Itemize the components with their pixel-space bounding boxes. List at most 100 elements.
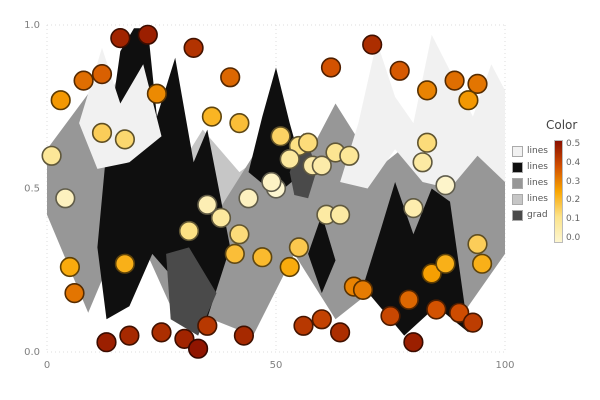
scatter-point — [398, 289, 419, 310]
legend-swatch — [512, 146, 523, 157]
scatter-point — [330, 322, 351, 343]
scatter-point — [137, 24, 158, 45]
scatter-point — [288, 237, 310, 258]
scatter-point — [183, 37, 204, 59]
legend-item: lines — [512, 194, 548, 205]
scatter-point — [339, 145, 360, 166]
scatter-point — [50, 90, 71, 111]
x-tick-label: 100 — [495, 360, 514, 371]
scatter-point — [197, 315, 218, 336]
scatter-point — [389, 60, 410, 81]
legend-body: lines lines lines lines grad 0.5 0.4 0.3 0.2 0.1… — [512, 140, 598, 243]
scatter-point — [210, 207, 232, 228]
scatter-point — [417, 80, 438, 101]
area-polygon-lines — [308, 214, 336, 294]
legend-swatch — [512, 162, 523, 173]
legend-items: lines lines lines lines grad — [512, 146, 548, 221]
scatter-point — [41, 145, 62, 166]
scatter-point — [270, 126, 291, 147]
legend-item: lines — [512, 178, 548, 189]
scatter-point — [403, 332, 424, 353]
scatter-point — [119, 325, 140, 346]
scatter-point — [293, 315, 314, 336]
scatter-point — [458, 90, 479, 111]
area-polygon-lines — [363, 182, 469, 336]
colorbar-tick-label: 0.5 — [565, 139, 581, 149]
legend-item: lines — [512, 162, 548, 173]
scatter-point — [252, 247, 273, 268]
scatter-point — [421, 263, 442, 284]
scatter-point — [188, 338, 209, 359]
scatter-point — [472, 253, 493, 274]
y-tick-label: 0.0 — [24, 347, 40, 358]
scatter-point — [110, 27, 131, 49]
legend-item-label: lines — [527, 146, 548, 156]
scatter-point — [467, 73, 488, 94]
scatter-point — [114, 129, 135, 150]
scatter-point — [279, 149, 300, 170]
scatter-point — [362, 34, 383, 55]
colorbar-tick-label: 0.4 — [565, 157, 581, 168]
legend-item-label: lines — [527, 178, 548, 188]
scatter-point — [435, 175, 456, 196]
scatter-point — [298, 132, 319, 153]
scatter-point — [146, 83, 167, 104]
axis-tick-labels: 0.0 0.5 1.0 0 50 100 — [24, 20, 514, 371]
scatter-point — [178, 220, 200, 242]
scatter-point — [417, 132, 438, 153]
legend: Color lines lines lines lines grad 0.5 0.4 0.3… — [512, 118, 598, 243]
colorbar-gradient — [553, 140, 563, 243]
scatter-point — [197, 194, 218, 215]
scatter-point — [444, 70, 465, 91]
scatter-point — [352, 279, 374, 301]
scatter-point — [320, 57, 342, 78]
scatter-point — [96, 332, 117, 353]
scatter-point — [426, 299, 447, 320]
scatter-point — [462, 312, 484, 333]
scatter-point — [412, 152, 433, 173]
legend-swatch — [512, 178, 523, 189]
scatter-point — [233, 325, 254, 346]
legend-item-label: grad — [527, 210, 548, 220]
scatter-point — [91, 122, 113, 143]
colorbar-tick-label: 0.2 — [565, 195, 581, 206]
scatter-point — [224, 243, 245, 264]
scatter-point — [229, 112, 250, 134]
scatter-point — [311, 155, 332, 176]
scatter-point — [238, 188, 259, 209]
scatter-point — [403, 198, 424, 219]
scatter-point — [73, 70, 94, 91]
scatter-point — [435, 253, 456, 274]
y-tick-label: 1.0 — [24, 20, 40, 31]
legend-swatch — [512, 194, 523, 205]
area-polygons — [47, 28, 505, 336]
scatter-point — [151, 322, 172, 343]
scatter-point — [311, 309, 332, 330]
scatter-point — [220, 67, 241, 88]
scatter-point — [380, 305, 401, 327]
scatter-point — [330, 204, 351, 225]
x-tick-label: 0 — [44, 360, 50, 371]
colorbar-tick-labels: 0.5 0.4 0.3 0.2 0.1 0.0 — [566, 140, 580, 243]
scatter-point — [229, 224, 250, 245]
scatter-point — [201, 106, 222, 127]
scatter-point — [449, 302, 470, 323]
legend-title: Color — [546, 118, 578, 132]
scatter-point — [279, 256, 300, 278]
colorbar-tick-label: 0.0 — [565, 232, 581, 243]
colorbar-tick-label: 0.3 — [565, 176, 581, 187]
legend-item-label: lines — [527, 194, 548, 204]
scatter-point — [55, 188, 76, 209]
scatter-point — [467, 234, 488, 255]
legend-swatch — [512, 210, 523, 221]
area-polygon-lines — [340, 34, 505, 189]
scatter-point — [114, 253, 135, 274]
x-tick-label: 50 — [270, 360, 283, 371]
scatter-points — [41, 24, 493, 359]
scatter-point — [261, 171, 282, 193]
colorbar: 0.5 0.4 0.3 0.2 0.1 0.0 — [553, 140, 580, 243]
legend-item-label: lines — [527, 162, 548, 172]
scatter-point — [59, 256, 81, 278]
